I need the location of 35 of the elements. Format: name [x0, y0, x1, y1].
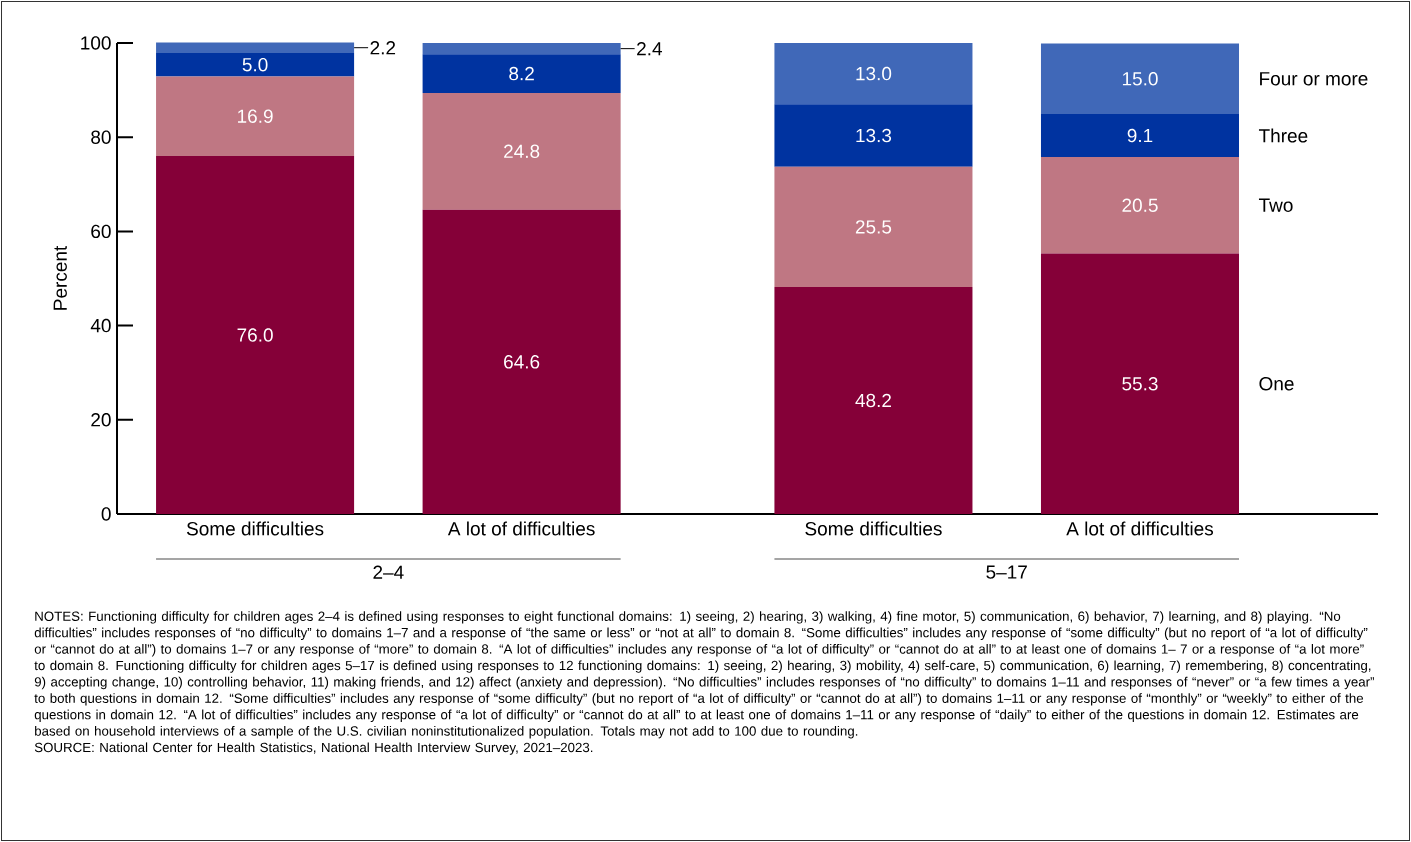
x-tick-label: A lot of difficulties — [447, 521, 595, 536]
series-label: Two — [1258, 198, 1293, 212]
text: 5–17 — [986, 565, 1027, 579]
x-tick-label: A lot of difficulties — [1066, 521, 1214, 536]
data-label: 20.5 — [1122, 198, 1158, 212]
data-label: 64.6 — [504, 355, 540, 369]
data-label: 8.2 — [509, 66, 534, 81]
y-tick-label: 60 — [91, 224, 111, 239]
x-tick-label: Some difficulties — [186, 521, 324, 536]
x-tick-label: Some difficulties — [805, 521, 942, 536]
text: 2–4 — [373, 565, 404, 579]
data-label: 25.5 — [855, 220, 892, 234]
series-label: One — [1259, 377, 1294, 391]
data-label: 5.0 — [242, 57, 268, 72]
y-axis-title: Percent — [53, 245, 67, 310]
y-tick-label: 20 — [91, 413, 111, 427]
data-label: 76.0 — [237, 328, 273, 342]
data-label: 13.0 — [856, 66, 892, 81]
data-label: 13.3 — [856, 128, 892, 143]
data-label: 16.9 — [238, 109, 273, 123]
series-label: Three — [1258, 128, 1308, 143]
y-tick-label: 0 — [101, 507, 111, 521]
y-tick-label: 80 — [91, 130, 111, 144]
series-label: Four or more — [1260, 72, 1368, 86]
y-tick-label: 100 — [81, 36, 111, 50]
data-label: 15.0 — [1122, 72, 1158, 86]
data-label: 55.3 — [1122, 377, 1158, 391]
data-label: 24.8 — [504, 144, 540, 159]
data-label: 48.2 — [855, 393, 891, 408]
data-label: 2.2 — [370, 41, 396, 55]
data-label: 9.1 — [1127, 128, 1153, 143]
source-note: SOURCE: National Center for Health Statistics, National Health Interview Survey, 2021–2023. — [34, 742, 593, 755]
text: NOTES: Functioning difficulty for children ages 2–4 is defined using responses to eight functional domains: 1) seeing, 2) hearing, 3) walking, 4) fine motor, 5) communication, 6) behavior, 7) learning, and 8) playing. “No difficulties” includes responses of “no difficulty” to domains 1–7 and a response of “the same or less” or “not at all” to domain 8. “Some difficulties” includes any response of “some difficulty” (but no report of “a lot of difficulty” or “cannot do at all”) to domains 1–7 or any response of “more” to domain 8. “A lot of difficulties” includes any response of “a lot of difficulty” or “cannot do at all” to at least one of domains 1– 7 or a response of “a lot more” to domain 8. Functioning difficulty for children ages 5–17 is defined using responses to 12 functioning domains: 1) seeing, 2) hearing, 3) mobility, 4) self-care, 5) communication, 6) learning, 7) remembering, 8) concentrating, 9) accepting change, 10) controlling behavior, 11) making friends, and 12) affect (anxiety and depression). “No difficulties” includes responses of “no difficulty” to domains 1–11 and responses of “never” or “a few times a year” to both questions in domain 12. “Some difficulties” includes any response of “some difficulty” (but no report of “a lot of difficulty” or “cannot do at all”) to domains 1–11 or any response of “monthly” or “weekly” to either of the questions in domain 12. “A lot of difficulties” includes any response of “a lot of difficulty” or “cannot do at all” to at least one of domains 1–11 or any response of “daily” to either of the questions in domain 12. Estimates are based on household interviews of a sample of the U.S. civilian noninstitutionalized population. Totals may not add to 100 due to rounding. — [34, 611, 1375, 739]
data-label: 2.4 — [637, 42, 662, 56]
y-tick-label: 40 — [90, 318, 111, 333]
